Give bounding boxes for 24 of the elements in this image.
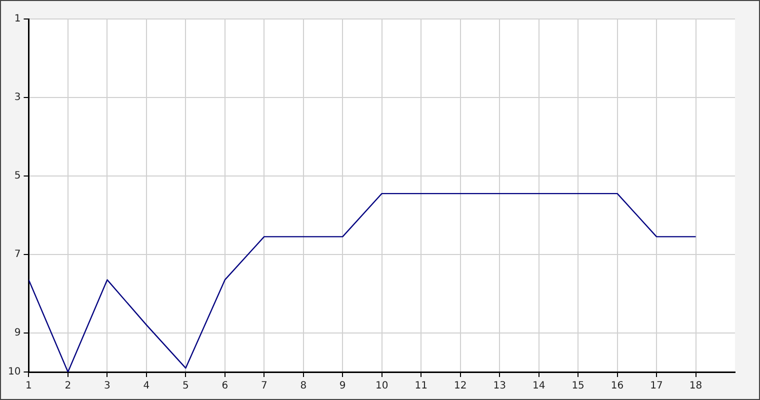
y-tick-label: 7	[14, 248, 21, 260]
x-tick-label: 15	[572, 380, 584, 392]
x-tick-label: 6	[222, 380, 228, 392]
x-tick-label: 10	[375, 380, 388, 392]
x-tick-label: 7	[260, 380, 268, 392]
x-tick-label: 8	[300, 380, 307, 392]
x-tick-label: 12	[454, 380, 467, 392]
x-tick-label: 1	[26, 380, 32, 392]
y-tick-label: 1	[14, 14, 21, 25]
x-tick-label: 17	[650, 380, 663, 392]
x-tick-label: 14	[532, 380, 546, 392]
y-tick-label: 10	[8, 366, 21, 378]
x-tick-label: 5	[182, 380, 189, 392]
x-tick-label: 18	[689, 380, 702, 392]
y-tick-label: 5	[14, 170, 21, 182]
x-tick-label: 2	[64, 380, 72, 392]
x-tick-label: 13	[493, 380, 506, 392]
x-tick-label: 9	[339, 380, 346, 392]
y-tick-label: 3	[14, 92, 21, 104]
x-tick-label: 11	[414, 380, 428, 392]
x-tick-label: 4	[143, 380, 150, 392]
x-tick-label: 16	[610, 380, 624, 392]
y-tick-label: 9	[14, 327, 21, 338]
x-tick-label: 3	[104, 380, 110, 392]
